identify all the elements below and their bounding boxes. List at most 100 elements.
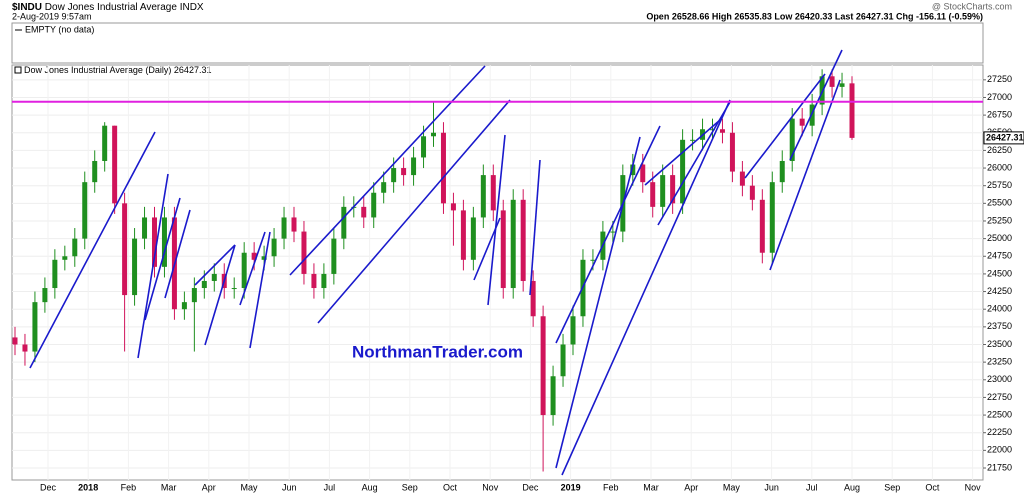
candle-body	[520, 199, 526, 281]
x-tick-label: Jun	[282, 482, 297, 492]
candle-body	[201, 280, 207, 289]
candle-body	[181, 302, 187, 310]
candle-body	[371, 192, 377, 218]
x-tick-label: Sep	[884, 482, 900, 492]
candle-body	[710, 129, 715, 131]
candle-body	[12, 337, 18, 345]
candle-body	[440, 132, 446, 204]
candle-body	[291, 217, 297, 232]
candle-body	[610, 231, 616, 233]
candle-body	[450, 203, 456, 211]
candle-body	[132, 238, 138, 296]
y-tick-label: 25750	[987, 180, 1012, 190]
x-tick-label: 2019	[561, 482, 581, 492]
candle-body	[431, 132, 436, 137]
x-tick-label: Sep	[402, 482, 418, 492]
x-tick-label: Apr	[684, 482, 698, 492]
candle-body	[729, 132, 735, 172]
candle-body	[82, 182, 88, 239]
candle-body	[52, 259, 58, 289]
y-tick-label: 27000	[987, 92, 1012, 102]
candle-body	[550, 376, 556, 416]
last-price-label: 26427.31	[986, 132, 1024, 142]
candle-body	[540, 316, 546, 416]
y-tick-label: 24000	[987, 304, 1012, 314]
candle-body	[142, 217, 148, 239]
x-tick-label: Apr	[202, 482, 216, 492]
x-tick-label: Mar	[161, 482, 177, 492]
trendline	[487, 134, 506, 306]
candle-body	[500, 210, 506, 289]
candle-body	[72, 238, 78, 257]
candle-body	[261, 256, 267, 260]
y-tick-label: 22000	[987, 445, 1012, 455]
candle-body	[381, 182, 387, 193]
timestamp: 2-Aug-2019 9:57am	[12, 11, 92, 21]
y-tick-label: 26250	[987, 145, 1012, 155]
y-tick-label: 22750	[987, 392, 1012, 402]
instrument-name: Dow Jones Industrial Average INDX	[45, 2, 204, 13]
x-tick-label: Jul	[806, 482, 818, 492]
y-tick-label: 25500	[987, 198, 1012, 208]
x-tick-label: Jul	[324, 482, 336, 492]
empty-panel-label: EMPTY (no data)	[25, 24, 94, 34]
x-tick-label: Aug	[362, 482, 378, 492]
candle-body	[680, 139, 686, 204]
y-tick-label: 24750	[987, 251, 1012, 261]
candle-body	[361, 206, 367, 218]
candle-body	[789, 118, 795, 161]
trendline	[249, 231, 271, 349]
candle-body	[311, 273, 317, 289]
y-tick-label: 27250	[987, 74, 1012, 84]
legend-box	[14, 66, 22, 74]
trendline	[657, 101, 731, 226]
series-last: 26427.31	[174, 65, 212, 75]
plot-frame	[11, 64, 984, 481]
candle-body	[510, 199, 516, 289]
trendline	[744, 73, 826, 179]
trendline	[789, 49, 843, 161]
candle-body	[779, 160, 785, 183]
trendlines	[29, 49, 843, 476]
y-tick-label: 25250	[987, 215, 1012, 225]
x-tick-label: Dec	[40, 482, 57, 492]
candle-body	[630, 164, 636, 176]
chart-header: $INDU Dow Jones Industrial Average INDX	[12, 2, 204, 13]
y-tick-label: 26750	[987, 109, 1012, 119]
trendline	[317, 99, 511, 324]
candle-body	[32, 302, 38, 352]
trendline	[555, 136, 641, 469]
candle-body	[570, 316, 576, 345]
candle-body	[829, 76, 835, 87]
candle-body	[530, 280, 536, 317]
candle-body	[331, 238, 337, 274]
candle-body	[839, 83, 845, 87]
candle-body	[341, 206, 347, 239]
candle-body	[161, 217, 167, 267]
candle-body	[321, 273, 327, 289]
y-tick-label: 22500	[987, 409, 1012, 419]
candle-body	[421, 136, 427, 158]
x-tick-label: Mar	[643, 482, 659, 492]
candle-body	[769, 182, 775, 253]
x-tick-label: Nov	[965, 482, 982, 492]
y-tick-label: 25000	[987, 233, 1012, 243]
candle-body	[759, 199, 765, 253]
candle-body	[42, 288, 48, 303]
series-name: Dow Jones Industrial Average (Daily)	[24, 65, 171, 75]
x-tick-label: Oct	[443, 482, 458, 492]
y-tick-label: 23750	[987, 321, 1012, 331]
candle-body	[241, 252, 247, 289]
candle-body	[251, 252, 257, 260]
candle-body	[152, 217, 157, 267]
y-tick-label: 23250	[987, 357, 1012, 367]
trendline	[529, 159, 541, 296]
candle-body	[191, 288, 197, 303]
candle-body	[62, 256, 68, 260]
candle-body	[122, 203, 128, 296]
candle-body	[231, 288, 237, 290]
quote: Open 26528.66 High 26535.83 Low 26420.33…	[646, 11, 983, 21]
candle-body	[560, 344, 566, 377]
candle-body	[799, 118, 805, 126]
